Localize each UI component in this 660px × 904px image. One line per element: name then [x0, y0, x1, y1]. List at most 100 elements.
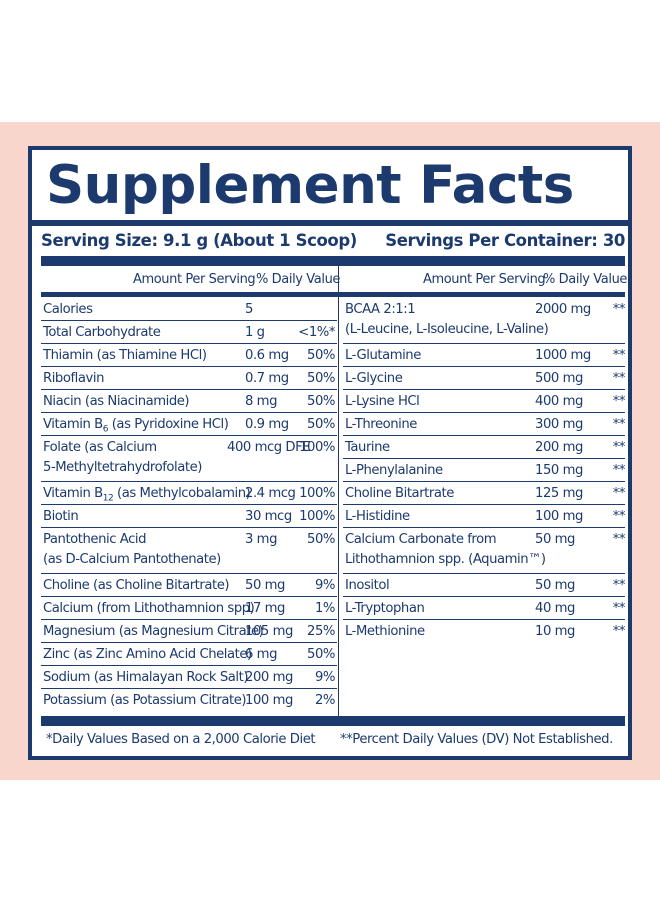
nutrient-row: Taurine 200 mg ** — [343, 436, 625, 459]
nutrient-name-line2: Lithothamnion spp. (Aquamin™) — [345, 552, 546, 567]
nutrient-amount: 200 mg — [535, 440, 583, 455]
nutrient-name: Inositol — [345, 578, 390, 593]
nutrient-daily-value: 50% — [307, 371, 335, 386]
nutrient-amount: 100 mg — [535, 509, 583, 524]
nutrient-daily-value: ** — [612, 463, 626, 478]
nutrient-amount: 40 mg — [535, 601, 575, 616]
nutrient-daily-value: 50% — [307, 532, 335, 547]
top-thick-rule — [32, 220, 628, 226]
nutrient-daily-value: 1% — [314, 601, 335, 616]
nutrient-amount: 10 mg — [535, 624, 575, 639]
nutrient-name: Sodium (as Himalayan Rock Salt) — [43, 670, 249, 685]
nutrient-name: Choline Bitartrate — [345, 486, 454, 501]
nutrient-name-part: (as Methylcobalamin) — [113, 486, 251, 501]
nutrient-row: Pantothenic Acid (as D-Calcium Pantothena… — [41, 528, 337, 574]
serving-size: Serving Size: 9.1 g (About 1 Scoop) — [41, 231, 357, 250]
left-header-amount: Amount Per Serving — [133, 272, 256, 287]
nutrient-row: Niacin (as Niacinamide) 8 mg 50% — [41, 390, 337, 413]
nutrient-amount: 100 mg — [245, 693, 293, 708]
nutrient-daily-value: 50% — [307, 394, 335, 409]
nutrient-row: Inositol 50 mg ** — [343, 574, 625, 597]
nutrient-name: Magnesium (as Magnesium Citrate) — [43, 624, 264, 639]
nutrient-amount: 200 mg — [245, 670, 293, 685]
nutrient-daily-value: 9% — [314, 578, 335, 593]
nutrient-row: BCAA 2:1:1 (L-Leucine, L-Isoleucine, L-Va… — [343, 298, 625, 344]
nutrient-daily-value: 100% — [299, 440, 335, 455]
bottom-thick-rule — [41, 716, 625, 726]
nutrient-row: Potassium (as Potassium Citrate) 100 mg 2% — [41, 689, 337, 712]
nutrient-name: Riboflavin — [43, 371, 104, 386]
serving-info-row: Serving Size: 9.1 g (About 1 Scoop) Serv… — [41, 228, 625, 254]
nutrient-daily-value: ** — [612, 417, 626, 432]
nutrient-daily-value: ** — [612, 440, 626, 455]
nutrient-amount: 50 mg — [245, 578, 285, 593]
nutrient-amount: 2.4 mcg — [245, 486, 296, 501]
nutrient-daily-value: 100% — [299, 509, 335, 524]
nutrient-row: L-Threonine 300 mg ** — [343, 413, 625, 436]
nutrient-row: L-Glutamine 1000 mg ** — [343, 344, 625, 367]
nutrient-amount: 1 g — [245, 325, 265, 340]
nutrient-row: Biotin 30 mcg 100% — [41, 505, 337, 528]
nutrient-amount: 5 — [245, 302, 253, 317]
nutrient-amount: 400 mcg DFE — [227, 440, 311, 455]
nutrient-daily-value: ** — [612, 509, 626, 524]
nutrient-row: L-Methionine 10 mg ** — [343, 620, 625, 643]
nutrient-daily-value: ** — [612, 348, 626, 363]
servings-per-container: Servings Per Container: 30 — [385, 231, 625, 250]
nutrient-row: Calcium Carbonate from Lithothamnion spp.… — [343, 528, 625, 574]
nutrient-daily-value: ** — [612, 601, 626, 616]
nutrient-amount: 300 mg — [535, 417, 583, 432]
nutrient-name: Taurine — [345, 440, 390, 455]
nutrient-name: Total Carbohydrate — [43, 325, 161, 340]
left-header-dv: % Daily Value — [256, 272, 341, 287]
nutrient-amount: 2000 mg — [535, 302, 591, 317]
footnote-dv-not-established: **Percent Daily Values (DV) Not Establis… — [340, 732, 613, 747]
nutrient-daily-value: ** — [612, 394, 626, 409]
supplement-facts-panel: Supplement Facts Serving Size: 9.1 g (Ab… — [28, 146, 632, 760]
nutrient-name-line2: (L-Leucine, L-Isoleucine, L-Valine) — [345, 322, 549, 337]
nutrient-amount: 500 mg — [535, 371, 583, 386]
nutrient-name: Folate (as Calcium — [43, 440, 157, 455]
nutrient-name-part: Vitamin B — [43, 486, 103, 501]
nutrient-amount: 150 mg — [535, 463, 583, 478]
nutrient-name: L-Phenylalanine — [345, 463, 443, 478]
right-header-rule — [339, 292, 625, 297]
nutrient-row: Vitamin B6 (as Pyridoxine HCl) 0.9 mg 50% — [41, 413, 337, 436]
nutrient-row: Total Carbohydrate 1 g <1%* — [41, 321, 337, 344]
nutrient-name: Calories — [43, 302, 93, 317]
nutrient-name: Vitamin B12 (as Methylcobalamin) — [43, 485, 251, 508]
nutrient-name: Calcium (from Lithothamnion spp) — [43, 601, 255, 616]
nutrient-subscript: 12 — [102, 493, 114, 504]
right-header-dv: % Daily Value — [543, 272, 628, 287]
nutrient-name: Pantothenic Acid — [43, 532, 147, 547]
nutrient-daily-value: 9% — [314, 670, 335, 685]
right-header-amount: Amount Per Serving — [423, 272, 546, 287]
serving-thick-rule — [41, 256, 625, 266]
nutrient-daily-value: 25% — [307, 624, 335, 639]
nutrient-name: L-Lysine HCl — [345, 394, 420, 409]
nutrient-daily-value: ** — [612, 486, 626, 501]
nutrient-name: Niacin (as Niacinamide) — [43, 394, 190, 409]
nutrient-row: Riboflavin 0.7 mg 50% — [41, 367, 337, 390]
nutrient-amount: 6 mg — [245, 647, 277, 662]
nutrient-name: L-Glutamine — [345, 348, 421, 363]
nutrient-amount: 50 mg — [535, 532, 575, 547]
left-header-rule — [41, 292, 338, 297]
nutrient-daily-value: <1%* — [298, 325, 335, 340]
nutrient-daily-value: ** — [612, 302, 626, 317]
nutrient-daily-value: ** — [612, 624, 626, 639]
nutrient-name: L-Threonine — [345, 417, 417, 432]
nutrient-row: Thiamin (as Thiamine HCl) 0.6 mg 50% — [41, 344, 337, 367]
nutrient-daily-value: 100% — [299, 486, 335, 501]
nutrient-daily-value: ** — [612, 532, 626, 547]
nutrient-name: Potassium (as Potassium Citrate) — [43, 693, 247, 708]
nutrient-daily-value: ** — [612, 371, 626, 386]
nutrient-row: Choline (as Choline Bitartrate) 50 mg 9% — [41, 574, 337, 597]
nutrient-amount: 3 mg — [245, 532, 277, 547]
nutrient-amount: 17 mg — [245, 601, 285, 616]
nutrient-row: Calories 5 — [41, 298, 337, 321]
nutrient-name: Biotin — [43, 509, 79, 524]
nutrient-name: Choline (as Choline Bitartrate) — [43, 578, 230, 593]
nutrient-amount: 0.7 mg — [245, 371, 289, 386]
nutrient-daily-value: 2% — [314, 693, 335, 708]
